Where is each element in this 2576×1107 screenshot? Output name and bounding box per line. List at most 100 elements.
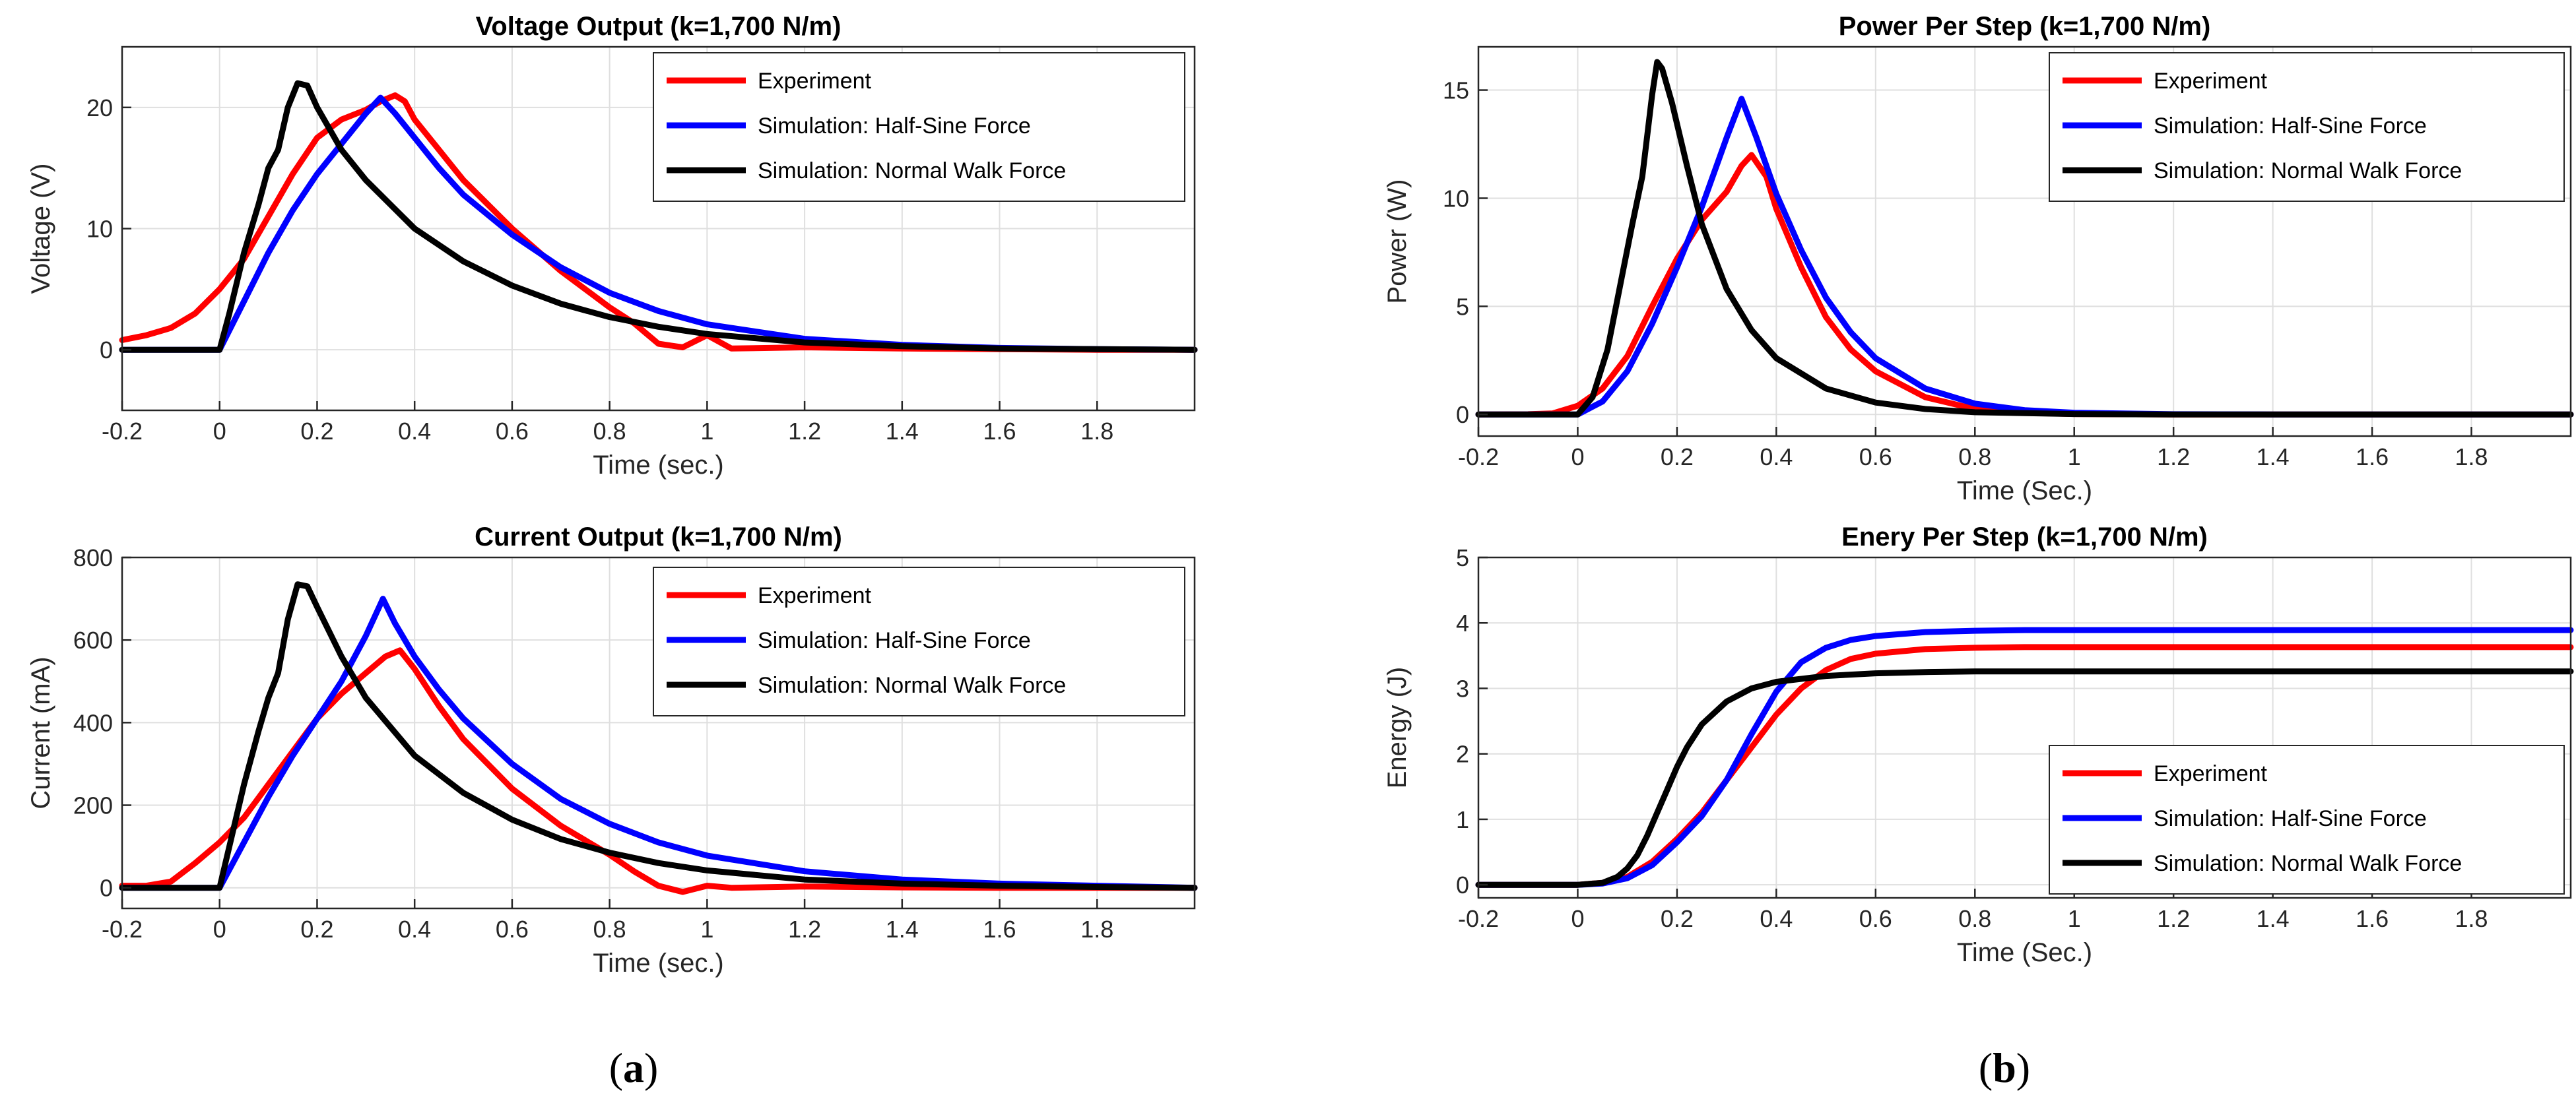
power-y-axis-label: Power (W) — [1383, 179, 1412, 304]
energy-legend-label-2: Simulation: Normal Walk Force — [2154, 851, 2462, 876]
energy-x-tick-label: 0.4 — [1760, 905, 1793, 932]
voltage-x-tick-label: 1 — [700, 418, 713, 445]
energy-y-tick-label: 3 — [1456, 675, 1469, 702]
energy-x-tick-label: 1.8 — [2455, 905, 2488, 932]
voltage-x-tick-label: 1.4 — [886, 418, 919, 445]
energy-legend-label-1: Simulation: Half-Sine Force — [2154, 806, 2427, 831]
power-series-2-line — [1475, 59, 2574, 418]
energy-x-tick-label: 1.4 — [2257, 905, 2290, 932]
energy-per-step-chart: -0.2 0 0.2 0.4 0.6 0.8 1 1.2 1.4 1.6 1.8 0 1 2 3 4 5 Ener… — [1383, 522, 2574, 967]
current-x-tick-label: 1.2 — [788, 916, 821, 943]
voltage-y-tick-label: 20 — [86, 94, 113, 121]
power-x-tick-label: 1.2 — [2157, 443, 2190, 470]
power-x-tick-label: 1 — [2068, 443, 2081, 470]
power-y-tick-label: 0 — [1456, 401, 1469, 428]
energy-x-tick-label: 0.2 — [1661, 905, 1694, 932]
current-y-tick-label: 400 — [73, 709, 113, 736]
power-legend: Experiment Simulation: Half-Sine Force Sim… — [2049, 52, 2565, 202]
power-axes-frame — [1477, 46, 2572, 437]
voltage-chart-title: Voltage Output (k=1,700 N/m) — [476, 12, 842, 41]
current-series-1-line — [119, 596, 1198, 891]
current-y-tick-label: 200 — [73, 792, 113, 819]
power-y-tick-label: 10 — [1443, 185, 1469, 212]
power-chart-title: Power Per Step (k=1,700 N/m) — [1839, 12, 2211, 41]
power-x-tick-label: 0 — [1571, 443, 1584, 470]
energy-chart-title: Enery Per Step (k=1,700 N/m) — [1841, 522, 2208, 552]
current-y-tick-label: 0 — [100, 875, 113, 902]
energy-y-tick-label: 2 — [1456, 741, 1469, 768]
power-x-tick-label: 1.6 — [2356, 443, 2389, 470]
current-legend-label-1: Simulation: Half-Sine Force — [758, 628, 1031, 653]
caption-a: (a) — [609, 1044, 659, 1091]
power-x-tick-label: 0.8 — [1958, 443, 1991, 470]
voltage-x-tick-label: 0 — [213, 418, 226, 445]
power-legend-label-2: Simulation: Normal Walk Force — [2154, 158, 2462, 183]
voltage-series-2-line — [119, 80, 1198, 353]
power-legend-label-0: Experiment — [2154, 69, 2268, 94]
power-legend-label-1: Simulation: Half-Sine Force — [2154, 113, 2427, 139]
power-y-tick-label: 15 — [1443, 77, 1469, 104]
voltage-output-chart: -0.2 0 0.2 0.4 0.6 0.8 1 1.2 1.4 1.6 1.8 0 10 20 Volta… — [26, 12, 1198, 480]
power-x-tick-label: 0.2 — [1661, 443, 1694, 470]
energy-y-tick-label: 4 — [1456, 610, 1469, 637]
current-x-tick-label: 0.4 — [398, 916, 431, 943]
voltage-y-tick-label: 0 — [100, 336, 113, 364]
current-x-axis-label: Time (sec.) — [593, 949, 724, 978]
energy-x-tick-label: 0 — [1571, 905, 1584, 932]
voltage-legend-label-1: Simulation: Half-Sine Force — [758, 113, 1031, 139]
energy-y-tick-label: 5 — [1456, 544, 1469, 571]
energy-y-tick-label: 1 — [1456, 806, 1469, 833]
caption-b: (b) — [1979, 1044, 2030, 1091]
current-x-tick-label: 0.2 — [300, 916, 333, 943]
voltage-y-tick-label: 10 — [86, 216, 113, 243]
current-x-tick-label: 1 — [700, 916, 713, 943]
current-legend-label-0: Experiment — [758, 583, 872, 608]
current-x-tick-label: -0.2 — [102, 916, 143, 943]
power-x-tick-label: 0.4 — [1760, 443, 1793, 470]
current-y-tick-label: 800 — [73, 544, 113, 571]
energy-x-tick-label: 1 — [2068, 905, 2081, 932]
energy-y-axis-label: Energy (J) — [1383, 667, 1412, 789]
voltage-y-axis-label: Voltage (V) — [26, 164, 55, 294]
power-per-step-chart: -0.2 0 0.2 0.4 0.6 0.8 1 1.2 1.4 1.6 1.8 0 5 10 15 Powe… — [1383, 12, 2574, 505]
current-x-tick-label: 0.8 — [593, 916, 626, 943]
voltage-x-tick-label: 0.8 — [593, 418, 626, 445]
current-x-tick-label: 1.6 — [983, 916, 1016, 943]
energy-x-tick-label: 0.8 — [1958, 905, 1991, 932]
current-y-tick-label: 600 — [73, 627, 113, 654]
current-y-axis-label: Current (mA) — [26, 656, 55, 809]
voltage-x-axis-label: Time (sec.) — [593, 451, 724, 480]
energy-x-tick-label: 0.6 — [1859, 905, 1892, 932]
current-series-2-line — [119, 581, 1198, 891]
energy-y-tick-label: 0 — [1456, 871, 1469, 899]
current-output-chart: -0.2 0 0.2 0.4 0.6 0.8 1 1.2 1.4 1.6 1.8 0 200 400 600… — [26, 522, 1198, 978]
power-x-tick-label: 0.6 — [1859, 443, 1892, 470]
current-x-tick-label: 1.8 — [1080, 916, 1113, 943]
current-x-tick-label: 0 — [213, 916, 226, 943]
energy-legend: Experiment Simulation: Half-Sine Force Sim… — [2049, 745, 2565, 895]
current-axes-frame — [121, 556, 1196, 910]
energy-legend-label-0: Experiment — [2154, 761, 2268, 786]
energy-axes-frame — [1477, 556, 2572, 899]
power-y-tick-label: 5 — [1456, 293, 1469, 320]
voltage-x-tick-label: 0.2 — [300, 418, 333, 445]
voltage-x-tick-label: -0.2 — [102, 418, 143, 445]
energy-x-axis-label: Time (Sec.) — [1957, 938, 2092, 967]
energy-series-2-line — [1475, 668, 2574, 888]
energy-x-tick-label: -0.2 — [1458, 905, 1499, 932]
current-legend: Experiment Simulation: Half-Sine Force Sim… — [653, 567, 1185, 716]
power-x-axis-label: Time (Sec.) — [1957, 476, 2092, 505]
current-legend-label-2: Simulation: Normal Walk Force — [758, 673, 1066, 698]
current-x-tick-label: 1.4 — [886, 916, 919, 943]
energy-series-1-line — [1475, 627, 2574, 888]
voltage-x-tick-label: 0.4 — [398, 418, 431, 445]
voltage-x-tick-label: 0.6 — [496, 418, 529, 445]
voltage-x-tick-label: 1.6 — [983, 418, 1016, 445]
current-chart-title: Current Output (k=1,700 N/m) — [475, 522, 842, 552]
current-x-tick-label: 0.6 — [496, 916, 529, 943]
voltage-x-tick-label: 1.2 — [788, 418, 821, 445]
energy-x-tick-label: 1.6 — [2356, 905, 2389, 932]
voltage-legend-label-2: Simulation: Normal Walk Force — [758, 158, 1066, 183]
power-x-tick-label: 1.4 — [2257, 443, 2290, 470]
